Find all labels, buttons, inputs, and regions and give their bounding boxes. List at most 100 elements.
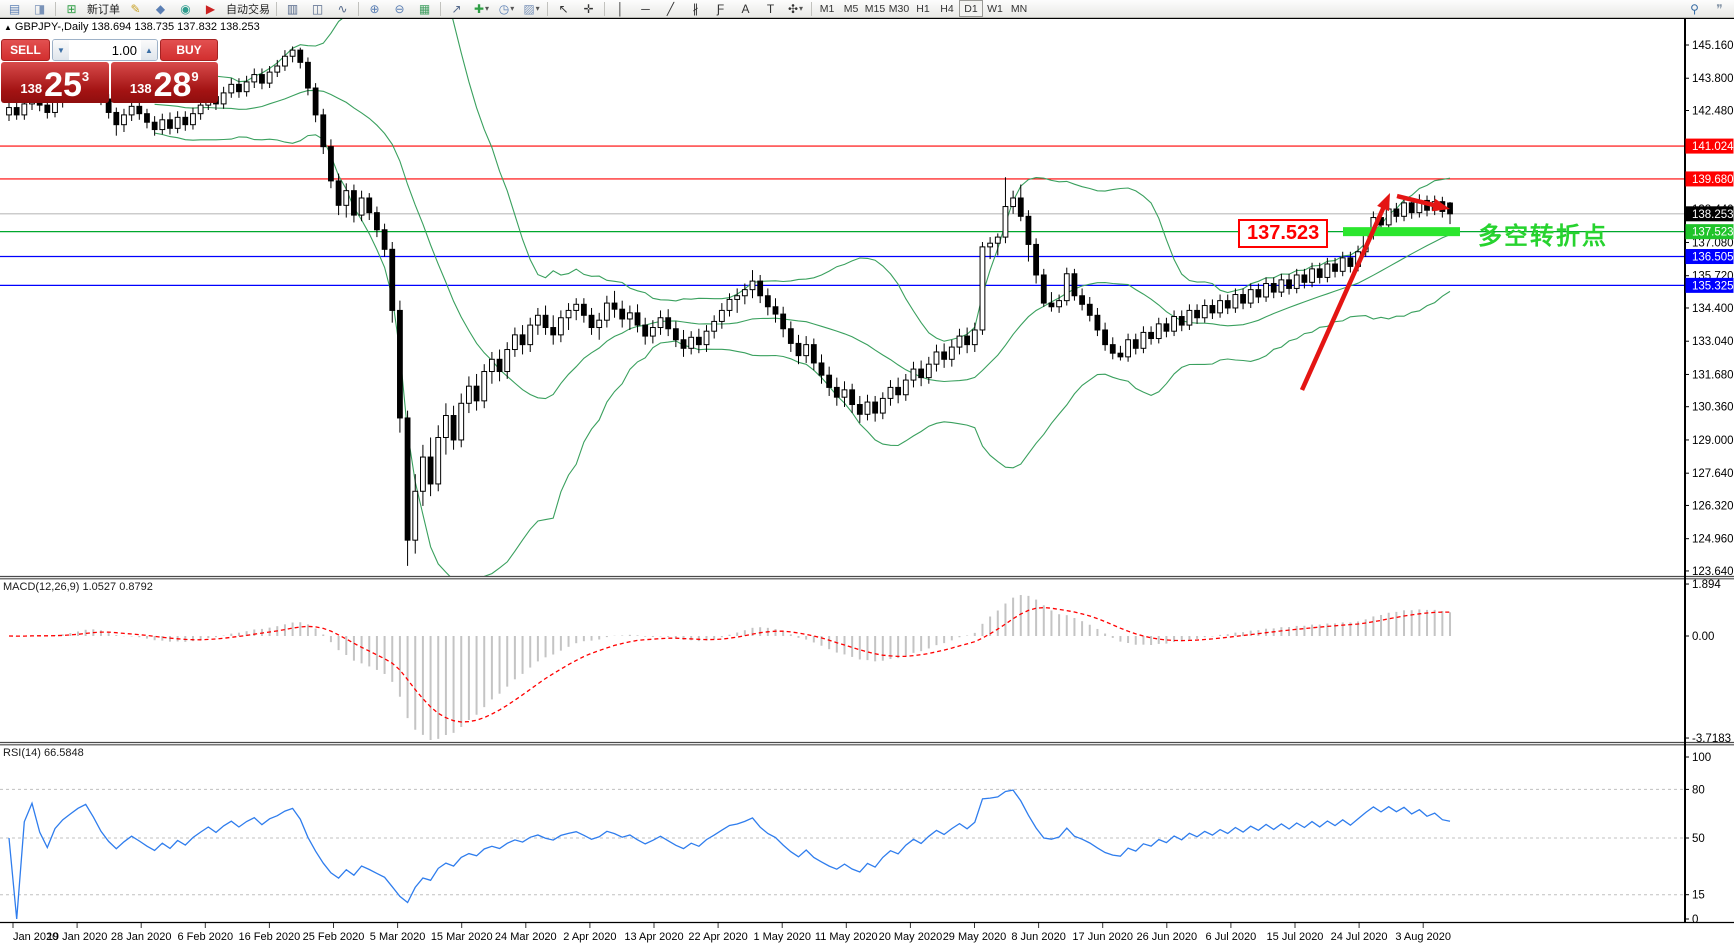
buy-button[interactable]: BUY (160, 39, 218, 61)
profiles-icon[interactable]: ◨ (33, 1, 46, 16)
candle (703, 325, 710, 352)
candle-body (626, 312, 633, 320)
timeframe-w1[interactable]: W1 (987, 2, 1003, 15)
candle-body (803, 344, 810, 357)
trendline-icon[interactable]: ╱ (666, 1, 675, 16)
timeframe-d1[interactable]: D1 (959, 0, 983, 17)
macd-pane-header: MACD(12,26,9) 1.0527 0.8792 (3, 581, 153, 593)
vertical-line-icon[interactable]: │ (616, 1, 625, 16)
candle (289, 46, 296, 63)
price-axis[interactable]: 145.160143.800142.480138.440137.080135.7… (1684, 40, 1734, 926)
timeframe-h1[interactable]: H1 (916, 2, 930, 15)
candle (121, 108, 127, 133)
fibonacci-icon[interactable]: Ƒ (716, 1, 725, 16)
metaeditor-icon[interactable]: ✎ (130, 1, 141, 16)
candle-body (435, 437, 442, 485)
candle-body (994, 236, 1001, 244)
candle-body (749, 280, 756, 291)
new-chart-icon[interactable]: ▤ (8, 1, 21, 16)
zoom-in-icon[interactable]: ⊕ (369, 1, 380, 16)
periods-icon[interactable]: ◷ ▾ (498, 1, 515, 16)
candle-body (1140, 331, 1147, 349)
rsi-title: RSI(14) (3, 747, 41, 759)
text-icon[interactable]: A (741, 1, 750, 16)
date-label: 13 Apr 2020 (624, 931, 683, 943)
line-chart-icon[interactable]: ∿ (337, 1, 348, 16)
community-icon[interactable]: ◆ (155, 1, 166, 16)
candle-body (1247, 289, 1254, 304)
sell-pipette: 3 (81, 69, 90, 84)
candle (718, 303, 725, 329)
date-label: 3 Aug 2020 (1395, 931, 1451, 943)
tile-windows-icon[interactable]: ▦ (418, 1, 431, 16)
arrows-icon[interactable]: ✣ ▾ (787, 1, 804, 16)
timeframe-m30[interactable]: M30 (888, 2, 910, 15)
candle (749, 270, 756, 299)
templates-icon[interactable]: ▨ ▾ (523, 1, 540, 16)
candle (642, 317, 649, 345)
sell-button[interactable]: SELL (1, 39, 50, 61)
timeframe-m1[interactable]: M1 (819, 2, 835, 15)
search-icon[interactable]: ⚲ (1690, 1, 1699, 16)
new-order-label[interactable]: 新订单 (87, 3, 120, 16)
candle (1117, 345, 1124, 361)
volume-input[interactable] (69, 40, 141, 60)
date-label: Jan 2020 (13, 931, 58, 943)
volume-decrease-button[interactable]: ▼ (53, 40, 69, 60)
volume-increase-button[interactable]: ▲ (141, 40, 157, 60)
bollinger-bands (154, 19, 1451, 576)
price-level-callout[interactable]: 137.523 (1238, 219, 1329, 248)
crosshair-icon[interactable]: ✛ (583, 1, 594, 16)
turning-point-note[interactable]: 多空转折点 (1478, 223, 1608, 250)
chat-icon[interactable]: ❞ (1716, 1, 1723, 16)
candle (542, 305, 549, 335)
candle-body (1148, 331, 1154, 340)
new-order-icon[interactable]: ⊞ (66, 1, 77, 16)
cursor-icon[interactable]: ↖ (558, 1, 569, 16)
timeframe-m5[interactable]: M5 (843, 2, 859, 15)
candle-body (351, 190, 357, 216)
candle (864, 394, 871, 421)
candle (136, 100, 143, 120)
signals-icon[interactable]: ◉ (180, 1, 191, 16)
candle (458, 393, 465, 448)
turning-point-bar[interactable] (1343, 227, 1460, 237)
equidistant-channel-icon[interactable]: ∦ (692, 1, 699, 16)
candle (351, 184, 357, 223)
candle-body (772, 306, 779, 315)
indicators-icon[interactable]: ↗ (451, 1, 462, 16)
candle (144, 108, 150, 129)
toolbar-separator (811, 1, 812, 16)
candle-body (557, 317, 564, 336)
candle-body (841, 389, 848, 398)
candle (772, 298, 779, 323)
candle (1171, 310, 1177, 337)
candle-body (1040, 274, 1047, 304)
horizontal-line-icon[interactable]: ─ (641, 1, 650, 16)
candle (1056, 294, 1063, 313)
collapse-panel-icon[interactable]: ▲ (4, 23, 12, 32)
candle (404, 410, 411, 566)
timeframe-m15[interactable]: M15 (864, 2, 886, 15)
candle-body (312, 87, 319, 116)
candle-body (580, 303, 587, 316)
candle-chart-icon[interactable]: ◫ (311, 1, 324, 16)
text-label-icon[interactable]: T (766, 1, 775, 16)
trend-arrow-head[interactable] (1431, 198, 1450, 212)
trend-arrow-head[interactable] (1377, 193, 1390, 212)
price-level-box-label: 141.024 (1692, 141, 1734, 153)
timeframe-mn[interactable]: MN (1010, 2, 1028, 15)
sell-price-tile[interactable]: 138 25 3 (1, 62, 109, 103)
zoom-out-icon[interactable]: ⊖ (394, 1, 405, 16)
buy-price-tile[interactable]: 138 28 9 (110, 62, 218, 103)
candle (473, 373, 480, 411)
candle-body (741, 289, 748, 297)
timeframe-h4[interactable]: H4 (940, 2, 954, 15)
candle (412, 474, 419, 554)
autotrading-icon[interactable]: ▶ (205, 1, 216, 16)
add-indicator-icon[interactable]: ✚ ▾ (473, 1, 490, 16)
autotrading-label[interactable]: 自动交易 (226, 3, 270, 16)
bar-chart-icon[interactable]: ▥ (286, 1, 299, 16)
